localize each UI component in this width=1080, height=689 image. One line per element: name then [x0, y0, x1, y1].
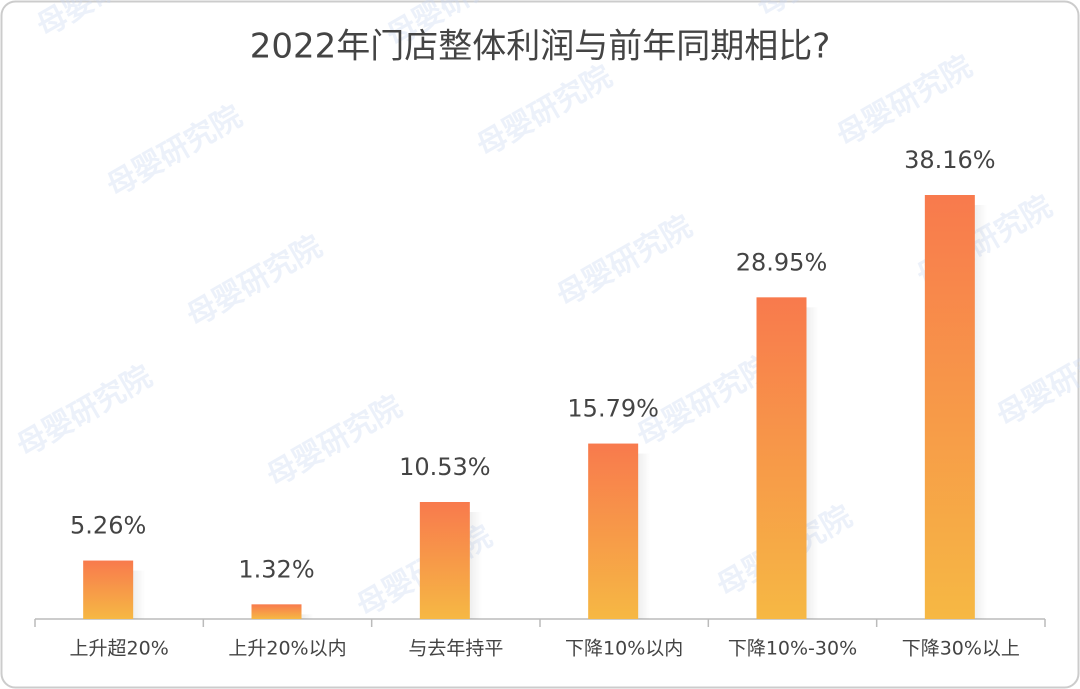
value-label: 15.79% [567, 395, 659, 423]
x-tick-label: 下降10%-30% [728, 638, 857, 660]
x-tick-label: 上升20%以内 [228, 638, 346, 660]
x-tick-label: 与去年持平 [408, 638, 503, 660]
bar [924, 195, 975, 619]
bar [419, 502, 470, 619]
bar-shadow [291, 614, 314, 619]
value-label: 38.16% [904, 146, 996, 174]
value-label: 10.53% [399, 453, 491, 481]
bar [756, 297, 807, 619]
value-label: 5.26% [70, 512, 146, 540]
value-label: 1.32% [238, 555, 314, 583]
bar [251, 604, 302, 619]
x-tick-label: 下降10%以内 [565, 638, 683, 660]
value-label: 28.95% [736, 248, 828, 276]
x-tick-label: 下降30%以上 [902, 638, 1020, 660]
chart-title: 2022年门店整体利润与前年同期相比? [250, 27, 831, 67]
bar [83, 560, 134, 619]
x-tick-label: 上升超20% [70, 638, 169, 660]
bar [588, 443, 639, 619]
